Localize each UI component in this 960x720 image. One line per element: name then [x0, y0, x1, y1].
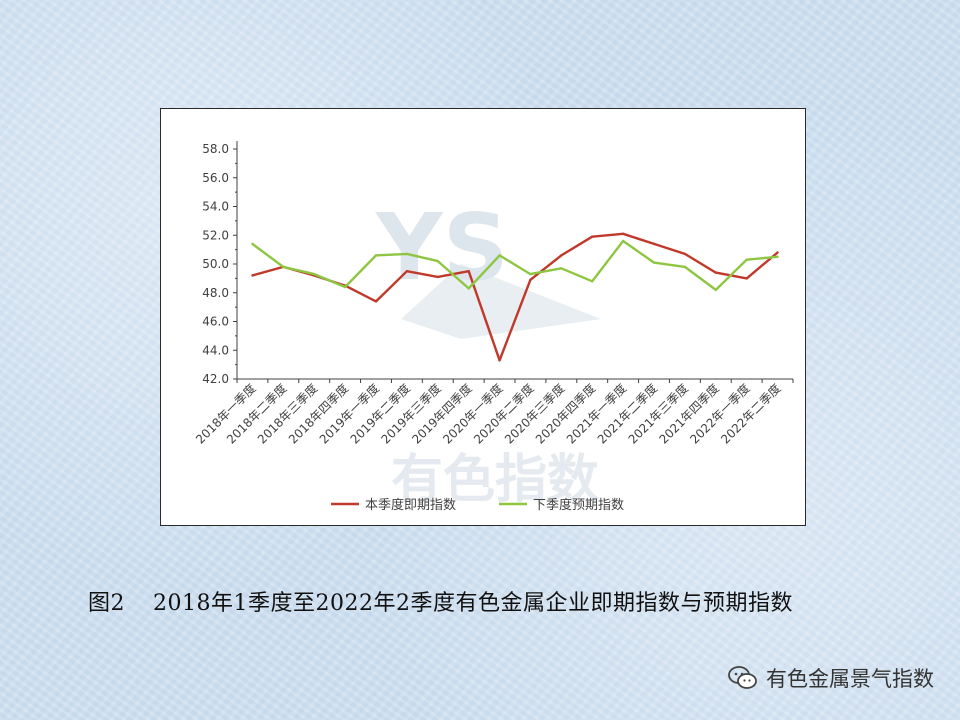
- data-point: [591, 280, 594, 283]
- y-tick-label: 58.0: [202, 142, 229, 156]
- data-point: [560, 267, 563, 270]
- data-point: [745, 258, 748, 261]
- data-point: [621, 239, 625, 243]
- data-point: [529, 278, 532, 282]
- data-point: [714, 288, 717, 292]
- wechat-icon: [728, 666, 757, 689]
- data-point: [591, 235, 594, 238]
- x-axis-ticks: 2018年一季度2018年二季度2018年三季度2018年四季度2019年一季度…: [192, 379, 794, 447]
- data-point: [467, 287, 470, 290]
- data-point: [251, 242, 254, 246]
- chart-series: [251, 232, 779, 362]
- data-point: [529, 272, 532, 276]
- data-point: [652, 242, 656, 246]
- y-tick-label: 44.0: [202, 343, 229, 357]
- data-point: [652, 261, 656, 264]
- line-chart: YS 有色指数 42.0 44.0 46.0 48.0 50.0 52.0 54.0 56.0…: [192, 141, 794, 513]
- data-point: [313, 272, 316, 276]
- data-point: [621, 232, 625, 236]
- figure-caption: 图2 2018年1季度至2022年2季度有色金属企业即期指数与预期指数: [88, 585, 888, 617]
- data-point: [405, 269, 409, 273]
- chart-legend: 本季度即期指数 下季度预期指数: [331, 497, 624, 513]
- y-tick-label: 50.0: [202, 257, 229, 271]
- y-tick-label: 46.0: [202, 315, 229, 329]
- y-tick-label: 56.0: [202, 171, 229, 185]
- watermark-logo: YS 有色指数: [375, 194, 601, 510]
- legend-label: 下季度预期指数: [533, 497, 624, 513]
- data-point: [498, 359, 501, 362]
- data-point: [467, 269, 470, 273]
- chart-axes: [236, 141, 793, 380]
- data-point: [776, 251, 779, 254]
- data-point: [343, 285, 347, 289]
- y-tick-label: 42.0: [202, 372, 229, 386]
- data-point: [374, 300, 378, 303]
- y-axis-ticks: 42.0 44.0 46.0 48.0 50.0 52.0 54.0 56.0 58.0: [202, 142, 237, 386]
- data-point: [714, 271, 717, 274]
- data-point: [683, 252, 687, 256]
- legend-label: 本季度即期指数: [365, 497, 456, 513]
- data-point: [436, 259, 439, 263]
- data-point: [282, 265, 285, 269]
- data-point: [683, 265, 687, 269]
- y-tick-label: 54.0: [202, 200, 229, 214]
- y-tick-label: 52.0: [202, 228, 229, 242]
- data-point: [498, 254, 501, 257]
- source-watermark: 有色金属景气指数: [728, 664, 934, 692]
- figure-caption-text: 2018年1季度至2022年2季度有色金属企业即期指数与预期指数: [153, 591, 793, 616]
- watermark-logo-text: YS: [375, 194, 509, 301]
- data-point: [405, 252, 409, 256]
- watermark-text: 有色指数: [391, 450, 599, 510]
- data-point: [251, 274, 254, 277]
- data-point: [374, 254, 378, 257]
- y-tick-label: 48.0: [202, 286, 229, 300]
- series-line-2: [251, 239, 778, 292]
- data-point: [745, 277, 748, 280]
- data-point: [436, 275, 439, 279]
- data-point: [560, 254, 563, 257]
- source-text: 有色金属景气指数: [766, 667, 934, 691]
- data-point: [776, 255, 779, 259]
- figure-number: 图2: [88, 591, 125, 616]
- chart-frame: YS 有色指数 42.0 44.0 46.0 48.0 50.0 52.0 54.0 56.0…: [160, 108, 806, 526]
